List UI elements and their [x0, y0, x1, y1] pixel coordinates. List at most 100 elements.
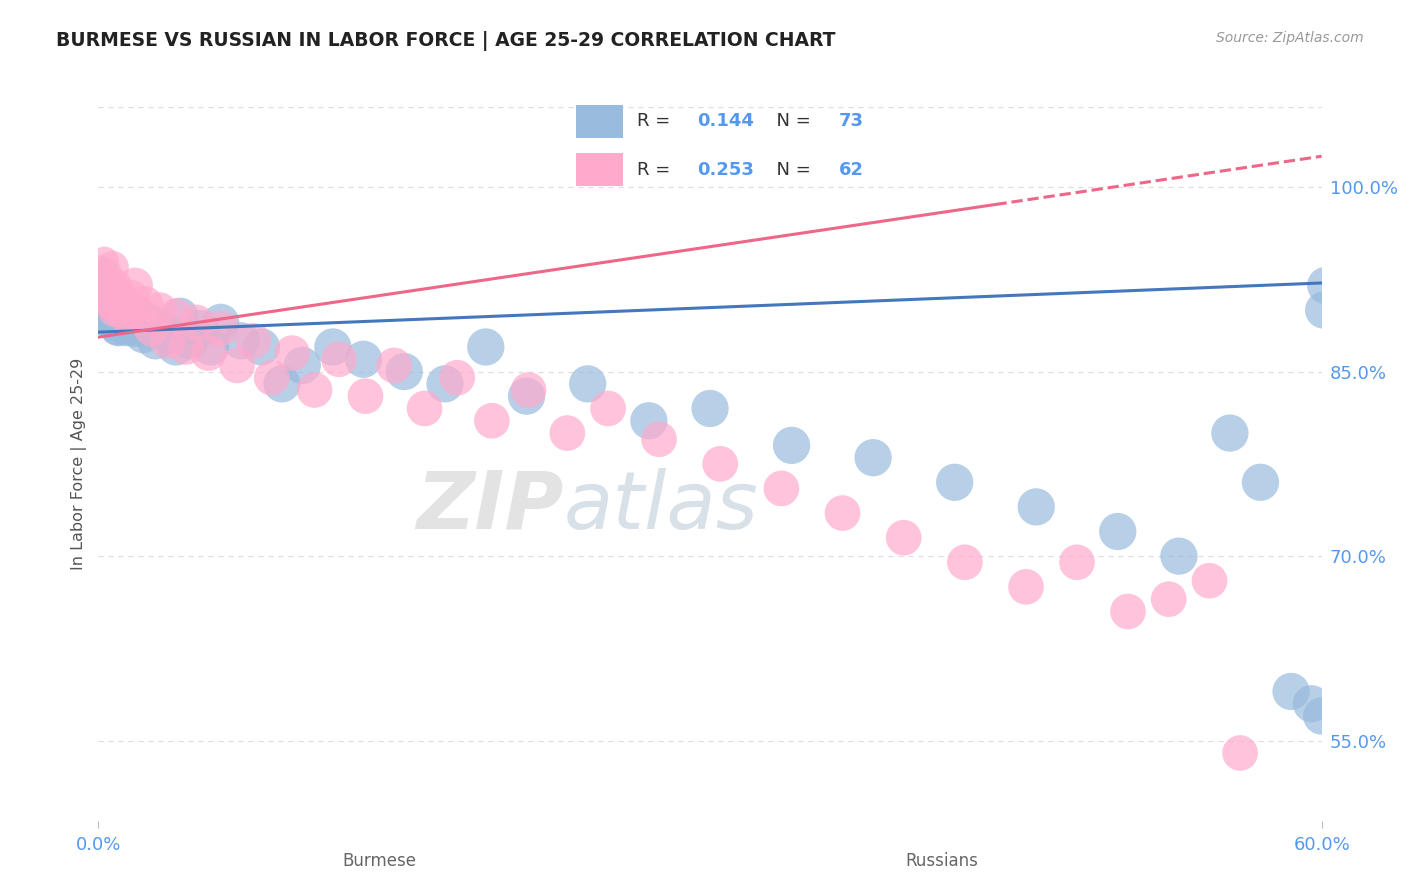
Point	[89, 291, 111, 305]
Text: N =: N =	[765, 161, 817, 178]
Point	[97, 291, 120, 305]
Point	[101, 291, 124, 305]
Point	[780, 438, 803, 452]
Point	[96, 285, 118, 299]
Point	[1219, 426, 1241, 441]
Point	[413, 401, 436, 416]
Point	[1025, 500, 1047, 514]
Point	[576, 376, 599, 391]
Point	[132, 327, 155, 342]
Point	[128, 309, 150, 323]
Point	[124, 278, 146, 293]
Text: atlas: atlas	[564, 467, 758, 546]
Text: R =: R =	[637, 161, 676, 178]
Point	[169, 309, 191, 323]
Point	[97, 278, 120, 293]
Point	[831, 506, 853, 520]
Point	[115, 321, 138, 335]
Point	[270, 376, 294, 391]
Point	[352, 352, 374, 367]
Point	[186, 315, 208, 329]
Point	[179, 334, 201, 348]
Point	[114, 309, 136, 323]
Y-axis label: In Labor Force | Age 25-29: In Labor Force | Age 25-29	[72, 358, 87, 570]
Point	[648, 432, 671, 446]
Point	[1229, 746, 1251, 760]
Point	[598, 401, 620, 416]
Point	[197, 346, 219, 360]
Point	[104, 297, 127, 311]
Point	[481, 414, 503, 428]
Text: 0.253: 0.253	[697, 161, 754, 178]
Point	[557, 426, 579, 441]
Point	[382, 359, 405, 373]
Point	[953, 555, 976, 569]
Point	[104, 303, 127, 318]
Point	[304, 383, 326, 397]
Point	[141, 321, 163, 335]
Point	[516, 389, 538, 403]
Point	[474, 340, 498, 354]
Point	[91, 297, 114, 311]
Point	[138, 315, 160, 329]
Point	[115, 309, 138, 323]
Point	[118, 315, 141, 329]
Point	[250, 340, 273, 354]
Point	[100, 285, 122, 299]
Point	[638, 414, 661, 428]
Point	[1312, 303, 1334, 318]
Point	[149, 321, 172, 335]
Point	[200, 340, 222, 354]
Text: R =: R =	[637, 112, 676, 130]
Point	[124, 321, 146, 335]
Point	[392, 365, 416, 379]
Point	[93, 291, 115, 305]
Point	[699, 401, 721, 416]
Point	[89, 260, 111, 274]
Point	[434, 376, 457, 391]
Text: N =: N =	[765, 112, 817, 130]
Point	[1315, 278, 1337, 293]
Point	[100, 297, 122, 311]
Point	[281, 346, 304, 360]
Point	[91, 309, 114, 323]
Point	[159, 327, 181, 342]
Point	[91, 285, 114, 299]
Point	[101, 260, 124, 274]
Point	[96, 272, 118, 286]
Point	[209, 321, 232, 335]
Point	[96, 303, 118, 318]
Point	[120, 291, 142, 305]
Point	[770, 482, 793, 496]
Point	[943, 475, 966, 490]
Point	[1107, 524, 1129, 539]
Point	[328, 352, 350, 367]
Point	[149, 303, 172, 318]
Point	[91, 272, 114, 286]
Point	[354, 389, 377, 403]
Point	[96, 266, 118, 280]
Point	[1301, 697, 1323, 711]
Point	[260, 370, 283, 384]
Point	[108, 321, 131, 335]
Point	[134, 297, 156, 311]
Text: BURMESE VS RUSSIAN IN LABOR FORCE | AGE 25-29 CORRELATION CHART: BURMESE VS RUSSIAN IN LABOR FORCE | AGE …	[56, 31, 835, 51]
Point	[1279, 684, 1302, 698]
Point	[91, 266, 114, 280]
Point	[97, 309, 120, 323]
Point	[110, 303, 132, 318]
Point	[1167, 549, 1189, 563]
Point	[105, 303, 128, 318]
Point	[105, 321, 128, 335]
Point	[104, 315, 127, 329]
Point	[96, 272, 118, 286]
Point	[1116, 605, 1139, 619]
Text: 62: 62	[839, 161, 865, 178]
Point	[101, 309, 124, 323]
Point	[165, 340, 187, 354]
Point	[104, 278, 127, 293]
Point	[111, 315, 134, 329]
Point	[517, 383, 540, 397]
Point	[97, 291, 120, 305]
Point	[893, 531, 915, 545]
